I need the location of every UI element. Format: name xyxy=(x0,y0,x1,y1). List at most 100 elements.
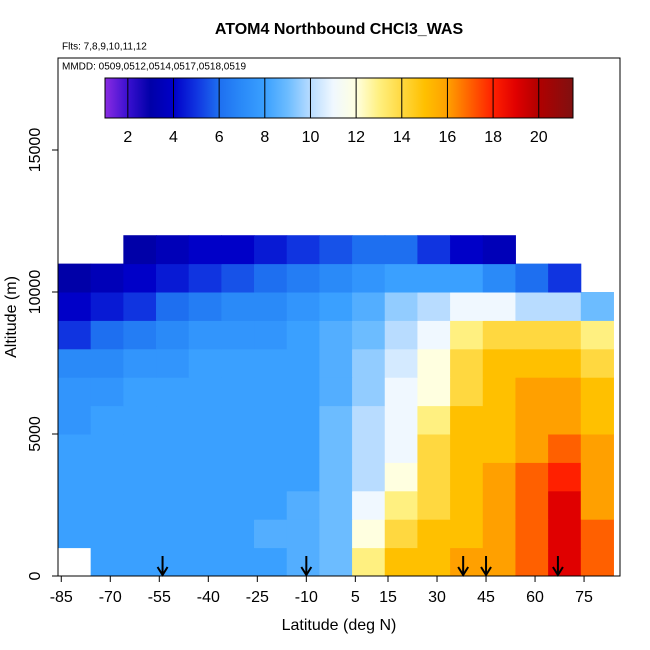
heat-cell xyxy=(319,377,353,407)
heat-cell xyxy=(384,405,418,435)
heat-cell xyxy=(90,320,124,350)
heat-cell xyxy=(156,320,190,350)
heat-cell xyxy=(319,263,353,293)
heat-cell xyxy=(156,292,190,321)
heat-cell xyxy=(156,434,190,463)
y-tick-label: 0 xyxy=(27,571,44,580)
heat-cell xyxy=(450,377,484,407)
heat-cell xyxy=(352,320,386,350)
heat-cell xyxy=(482,292,516,321)
flight-arrowhead xyxy=(300,566,313,577)
heat-cell xyxy=(548,490,582,520)
heat-cell xyxy=(450,235,484,265)
colorbar-tick-label: 2 xyxy=(123,129,132,146)
colorbar-tick-label: 4 xyxy=(169,129,178,146)
heat-cell xyxy=(188,320,222,350)
heat-cell xyxy=(515,547,549,577)
heat-cell xyxy=(156,263,190,293)
colorbar-tick-label: 8 xyxy=(260,129,269,146)
heat-cell xyxy=(450,263,484,293)
heat-cell xyxy=(58,377,92,407)
heat-cell xyxy=(515,320,549,350)
heat-cell xyxy=(58,519,92,549)
heat-cell xyxy=(221,377,255,407)
heat-cell xyxy=(123,547,157,577)
heat-cell xyxy=(123,348,157,378)
heat-cell xyxy=(548,434,582,463)
heat-cell xyxy=(417,519,451,549)
heat-cell xyxy=(188,235,222,265)
heat-cell xyxy=(221,434,255,463)
heat-cell xyxy=(417,547,451,577)
heat-cell xyxy=(352,434,386,463)
heat-cell xyxy=(417,462,451,492)
heat-cell xyxy=(384,490,418,520)
heat-cell xyxy=(286,292,320,321)
heat-cell xyxy=(482,348,516,378)
heat-cell xyxy=(352,348,386,378)
heat-cell xyxy=(352,235,386,265)
heat-cell xyxy=(417,434,451,463)
heat-cell xyxy=(482,377,516,407)
heat-cell xyxy=(221,405,255,435)
heat-cell xyxy=(286,547,320,577)
heat-cell xyxy=(384,348,418,378)
x-tick-label: -25 xyxy=(246,589,269,606)
heat-cell xyxy=(90,377,124,407)
heat-cell xyxy=(548,292,582,321)
heat-cell xyxy=(384,263,418,293)
heat-cell xyxy=(90,547,124,577)
heat-cell xyxy=(286,263,320,293)
heat-cell xyxy=(123,519,157,549)
heat-cell xyxy=(515,377,549,407)
heat-cell xyxy=(417,490,451,520)
heat-cell xyxy=(482,490,516,520)
x-tick-label: 60 xyxy=(526,589,544,606)
heat-cell xyxy=(515,292,549,321)
heat-cell xyxy=(254,434,288,463)
heat-cell xyxy=(221,490,255,520)
heat-cell xyxy=(515,348,549,378)
y-tick-label: 5000 xyxy=(27,416,44,452)
heat-cell xyxy=(286,519,320,549)
x-tick-label: 75 xyxy=(575,589,593,606)
heat-cell xyxy=(580,519,614,549)
heat-cell xyxy=(580,377,614,407)
heat-cell xyxy=(254,263,288,293)
heat-cell xyxy=(188,519,222,549)
heat-cell xyxy=(254,462,288,492)
heat-cell xyxy=(90,519,124,549)
annotation: MMDD: 0509,0512,0514,0517,0518,0519 xyxy=(62,62,246,73)
heat-cell xyxy=(90,263,124,293)
heat-cell xyxy=(417,405,451,435)
heat-cell xyxy=(548,547,582,577)
colorbar-tick-label: 16 xyxy=(439,129,457,146)
heat-cell xyxy=(90,462,124,492)
heat-cell xyxy=(417,377,451,407)
heat-cell xyxy=(156,490,190,520)
heat-cell xyxy=(286,490,320,520)
heat-cell xyxy=(319,348,353,378)
heat-cell xyxy=(352,490,386,520)
colorbar-tick-label: 10 xyxy=(302,129,320,146)
heat-cell xyxy=(482,235,516,265)
heat-cell xyxy=(580,547,614,577)
heat-cell xyxy=(254,292,288,321)
heat-cell xyxy=(123,235,157,265)
heat-cell xyxy=(188,263,222,293)
heat-cell xyxy=(515,434,549,463)
heat-cell xyxy=(123,405,157,435)
heat-cell xyxy=(221,348,255,378)
heat-cell xyxy=(188,405,222,435)
heat-cell xyxy=(417,235,451,265)
plot-frame xyxy=(57,57,621,577)
heat-cell xyxy=(123,263,157,293)
heat-cell xyxy=(384,292,418,321)
heat-cell xyxy=(450,519,484,549)
heat-cell xyxy=(580,462,614,492)
heat-cell xyxy=(123,462,157,492)
heat-cell xyxy=(352,377,386,407)
heat-cell xyxy=(319,320,353,350)
heat-cell xyxy=(286,348,320,378)
heat-cell xyxy=(319,547,353,577)
